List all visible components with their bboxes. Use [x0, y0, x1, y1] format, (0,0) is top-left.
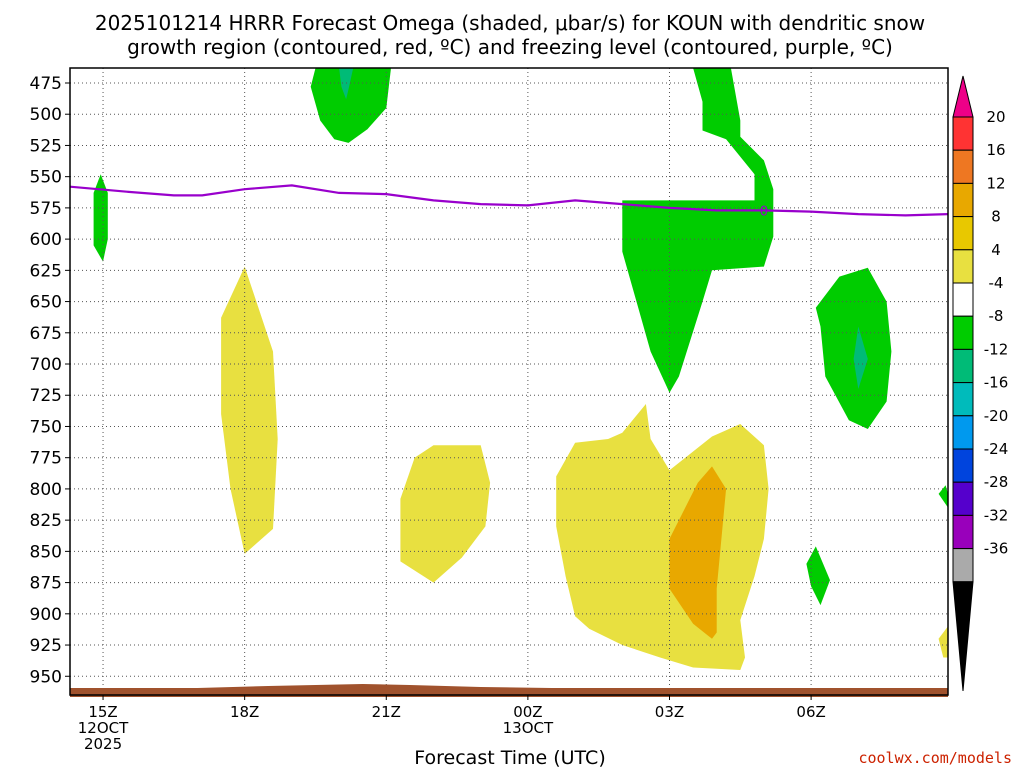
- omega-region-2: [93, 174, 108, 262]
- y-tick-label-850: 850: [30, 542, 62, 562]
- y-tick-label-775: 775: [30, 449, 62, 469]
- colorbar-label-0: 20: [986, 108, 1005, 126]
- y-tick-label-575: 575: [30, 199, 62, 219]
- x-tick-label-15-1: 12OCT: [78, 719, 129, 737]
- colorbar-segment-0: [952, 116, 974, 151]
- colorbar-label-5: -4: [989, 274, 1004, 292]
- terrain: [70, 684, 948, 697]
- colorbar-label-13: -36: [984, 540, 1009, 558]
- y-tick-label-875: 875: [30, 574, 62, 594]
- colorbar-label-10: -24: [984, 440, 1009, 458]
- omega-region-4: [815, 267, 892, 429]
- y-tick-label-650: 650: [30, 293, 62, 313]
- colorbar-label-3: 8: [991, 208, 1001, 226]
- plot-frame: [69, 67, 949, 696]
- omega-region-7: [938, 485, 948, 508]
- y-tick-label-725: 725: [30, 386, 62, 406]
- omega-region-6: [806, 546, 830, 606]
- y-tick-label-950: 950: [30, 667, 62, 687]
- plot-background: [70, 68, 948, 695]
- omega-region-11: [669, 466, 727, 639]
- chart-title-line1: 2025101214 HRRR Forecast Omega (shaded, …: [95, 11, 925, 35]
- colorbar: 20 16 12 8 4 -4 -8 -12 -16 -20 -24 -28 -32 -36: [952, 75, 1009, 692]
- omega-region-0: [310, 68, 391, 143]
- colorbar-segment-12: [952, 514, 974, 550]
- chart-title-line2: growth region (contoured, red, ºC) and f…: [127, 35, 893, 59]
- x-tick-label-15-2: 2025: [84, 735, 122, 753]
- y-tick-label-625: 625: [30, 261, 62, 281]
- colorbar-label-7: -12: [984, 340, 1009, 358]
- colorbar-segment-11: [952, 481, 974, 516]
- y-tick-label-475: 475: [30, 74, 62, 94]
- omega-region-5: [853, 326, 868, 389]
- colorbar-segment-4: [952, 249, 974, 284]
- x-tick-label-15-0: 15Z: [88, 703, 117, 721]
- y-tick-label-900: 900: [30, 605, 62, 625]
- y-tick-label-800: 800: [30, 480, 62, 500]
- x-tick-label-21-0: 21Z: [372, 703, 401, 721]
- watermark: coolwx.com/models: [858, 749, 1012, 767]
- colorbar-label-1: 16: [986, 141, 1005, 159]
- y-tick-label-700: 700: [30, 355, 62, 375]
- colorbar-bottom-arrow: [952, 581, 974, 692]
- colorbar-segment-10: [952, 448, 974, 483]
- x-axis-label: Forecast Time (UTC): [414, 747, 605, 768]
- colorbar-segment-2: [952, 182, 974, 218]
- colorbar-label-11: -28: [984, 473, 1009, 491]
- y-tick-label-750: 750: [30, 417, 62, 437]
- colorbar-label-9: -20: [984, 407, 1009, 425]
- colorbar-segment-9: [952, 415, 974, 450]
- y-tick-label-600: 600: [30, 230, 62, 250]
- colorbar-segment-8: [952, 382, 974, 417]
- colorbar-segment-6: [952, 315, 974, 350]
- omega-region-3: [622, 68, 774, 393]
- x-tick-label-27-0: 03Z: [655, 703, 684, 721]
- x-tick-label-24-1: 13OCT: [503, 719, 554, 737]
- freezing-level-label: 0: [760, 204, 768, 219]
- y-tick-label-825: 825: [30, 511, 62, 531]
- y-tick-label-925: 925: [30, 636, 62, 656]
- y-tick-label-500: 500: [30, 105, 62, 125]
- colorbar-label-2: 12: [986, 174, 1005, 192]
- y-tick-label-550: 550: [30, 168, 62, 188]
- omega-region-1: [339, 68, 354, 100]
- y-tick-label-675: 675: [30, 324, 62, 344]
- y-tick-label-525: 525: [30, 136, 62, 156]
- omega-region-9: [400, 445, 491, 583]
- colorbar-segment-1: [952, 149, 974, 184]
- plot-area: 0: [69, 68, 949, 697]
- omega-region-8: [221, 266, 278, 554]
- colorbar-segment-13: [952, 548, 974, 583]
- colorbar-segment-7: [952, 348, 974, 384]
- colorbar-label-12: -32: [984, 506, 1009, 524]
- x-tick-label-18-0: 18Z: [230, 703, 259, 721]
- colorbar-label-6: -8: [989, 307, 1004, 325]
- colorbar-segment-5: [952, 282, 974, 317]
- omega-region-12: [938, 626, 948, 658]
- colorbar-top-arrow: [952, 75, 974, 118]
- x-tick-label-24-0: 00Z: [513, 703, 542, 721]
- colorbar-label-8: -16: [984, 374, 1009, 392]
- freezing-level-line: [69, 184, 949, 217]
- x-tick-label-30-0: 06Z: [796, 703, 825, 721]
- colorbar-label-4: 4: [991, 241, 1001, 259]
- colorbar-segment-3: [952, 216, 974, 251]
- axes: 475 500 525 550 575 600 625 650 675 700 725 750 775 8…: [30, 67, 949, 753]
